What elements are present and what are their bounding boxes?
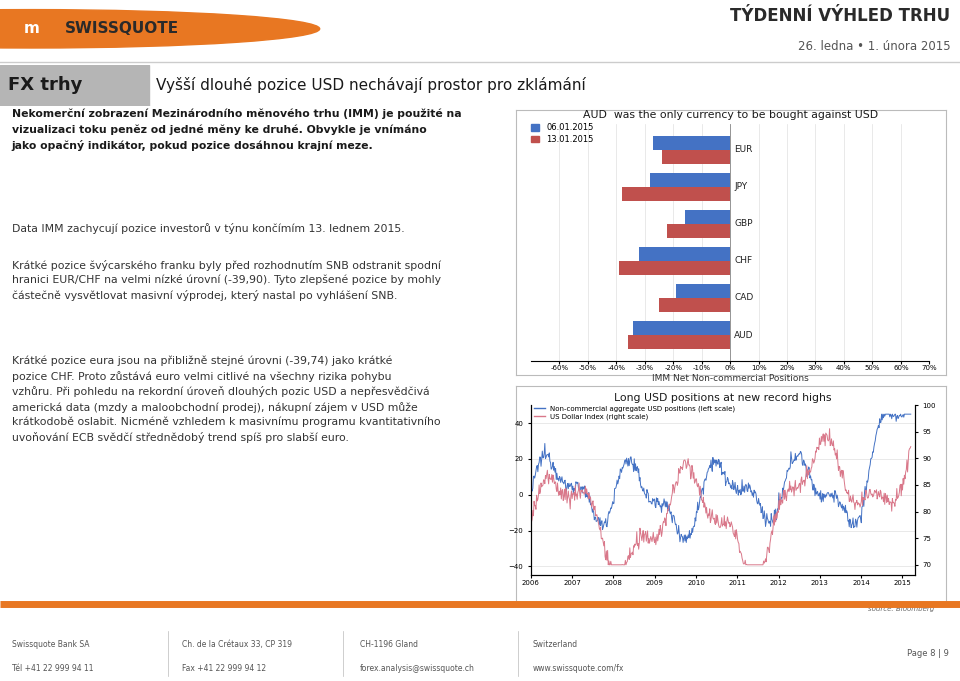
Bar (639, 247, 730, 261)
Bar (653, 136, 730, 150)
Bar (622, 187, 730, 201)
Text: Data IMM zachycují pozice investorů v týnu končímím 13. lednem 2015.: Data IMM zachycují pozice investorů v tý… (12, 223, 404, 234)
Text: Vyšší dlouhé pozice USD nechávají prostor pro zklámání: Vyšší dlouhé pozice USD nechávají prosto… (156, 77, 586, 93)
Text: Krátké pozice švýcarského franku byly před rozhodnutím SNB odstranit spodní
hran: Krátké pozice švýcarského franku byly př… (12, 259, 441, 301)
Text: Ch. de la Crétaux 33, CP 319: Ch. de la Crétaux 33, CP 319 (182, 639, 293, 648)
Bar (684, 210, 730, 224)
Text: CAD: CAD (734, 294, 754, 302)
Text: Switzerland: Switzerland (533, 639, 578, 648)
Text: Krátké pozice eura jsou na přibližně stejné úrovni (-39,74) jako krátké
pozice C: Krátké pozice eura jsou na přibližně ste… (12, 355, 440, 443)
Text: Fax +41 22 999 94 12: Fax +41 22 999 94 12 (182, 664, 267, 673)
Bar (619, 261, 730, 275)
Text: 26. ledna • 1. února 2015: 26. ledna • 1. února 2015 (798, 39, 950, 52)
Text: Tél +41 22 999 94 11: Tél +41 22 999 94 11 (12, 664, 93, 673)
Text: SWISSQUOTE: SWISSQUOTE (65, 21, 180, 36)
Legend: Non-commercial aggregate USD positions (left scale), US Dollar Index (right scal: Non-commercial aggregate USD positions (… (535, 405, 735, 419)
Bar (661, 150, 730, 164)
Text: FX trhy: FX trhy (8, 76, 82, 94)
Bar (0, 65, 149, 106)
Circle shape (0, 10, 320, 48)
Bar (676, 284, 730, 298)
Text: EUR: EUR (734, 145, 753, 155)
Text: TÝDENNÍ VÝHLED TRHU: TÝDENNÍ VÝHLED TRHU (731, 7, 950, 25)
Text: www.swissquote.com/fx: www.swissquote.com/fx (533, 664, 624, 673)
Text: forex.analysis@swissquote.ch: forex.analysis@swissquote.ch (360, 664, 475, 673)
Text: CH-1196 Gland: CH-1196 Gland (360, 639, 418, 648)
Title: Long USD positions at new record highs: Long USD positions at new record highs (614, 393, 831, 403)
Text: source: Bloomberg: source: Bloomberg (857, 404, 929, 413)
Text: Swissquote Bank SA: Swissquote Bank SA (12, 639, 89, 648)
Text: m: m (24, 21, 39, 36)
Title: AUD  was the only currency to be bought against USD: AUD was the only currency to be bought a… (583, 110, 877, 121)
Text: JPY: JPY (734, 183, 748, 191)
Legend: 06.01.2015, 13.01.2015: 06.01.2015, 13.01.2015 (531, 123, 593, 144)
Bar (634, 321, 730, 335)
Bar (651, 173, 730, 187)
Text: Nekomerční zobrazení Mezinárodního měnového trhu (IMM) je použité na
vizualizaci: Nekomerční zobrazení Mezinárodního měnov… (12, 109, 461, 151)
Text: CHF: CHF (734, 257, 753, 266)
Text: GBP: GBP (734, 219, 753, 228)
Text: AUD: AUD (734, 330, 754, 340)
X-axis label: IMM Net Non-commercial Positions: IMM Net Non-commercial Positions (652, 374, 808, 383)
Bar (667, 224, 730, 238)
Bar (659, 298, 730, 312)
Text: source: Bloomberg: source: Bloomberg (868, 606, 934, 612)
Bar (628, 335, 730, 349)
Text: Page 8 | 9: Page 8 | 9 (906, 649, 948, 658)
